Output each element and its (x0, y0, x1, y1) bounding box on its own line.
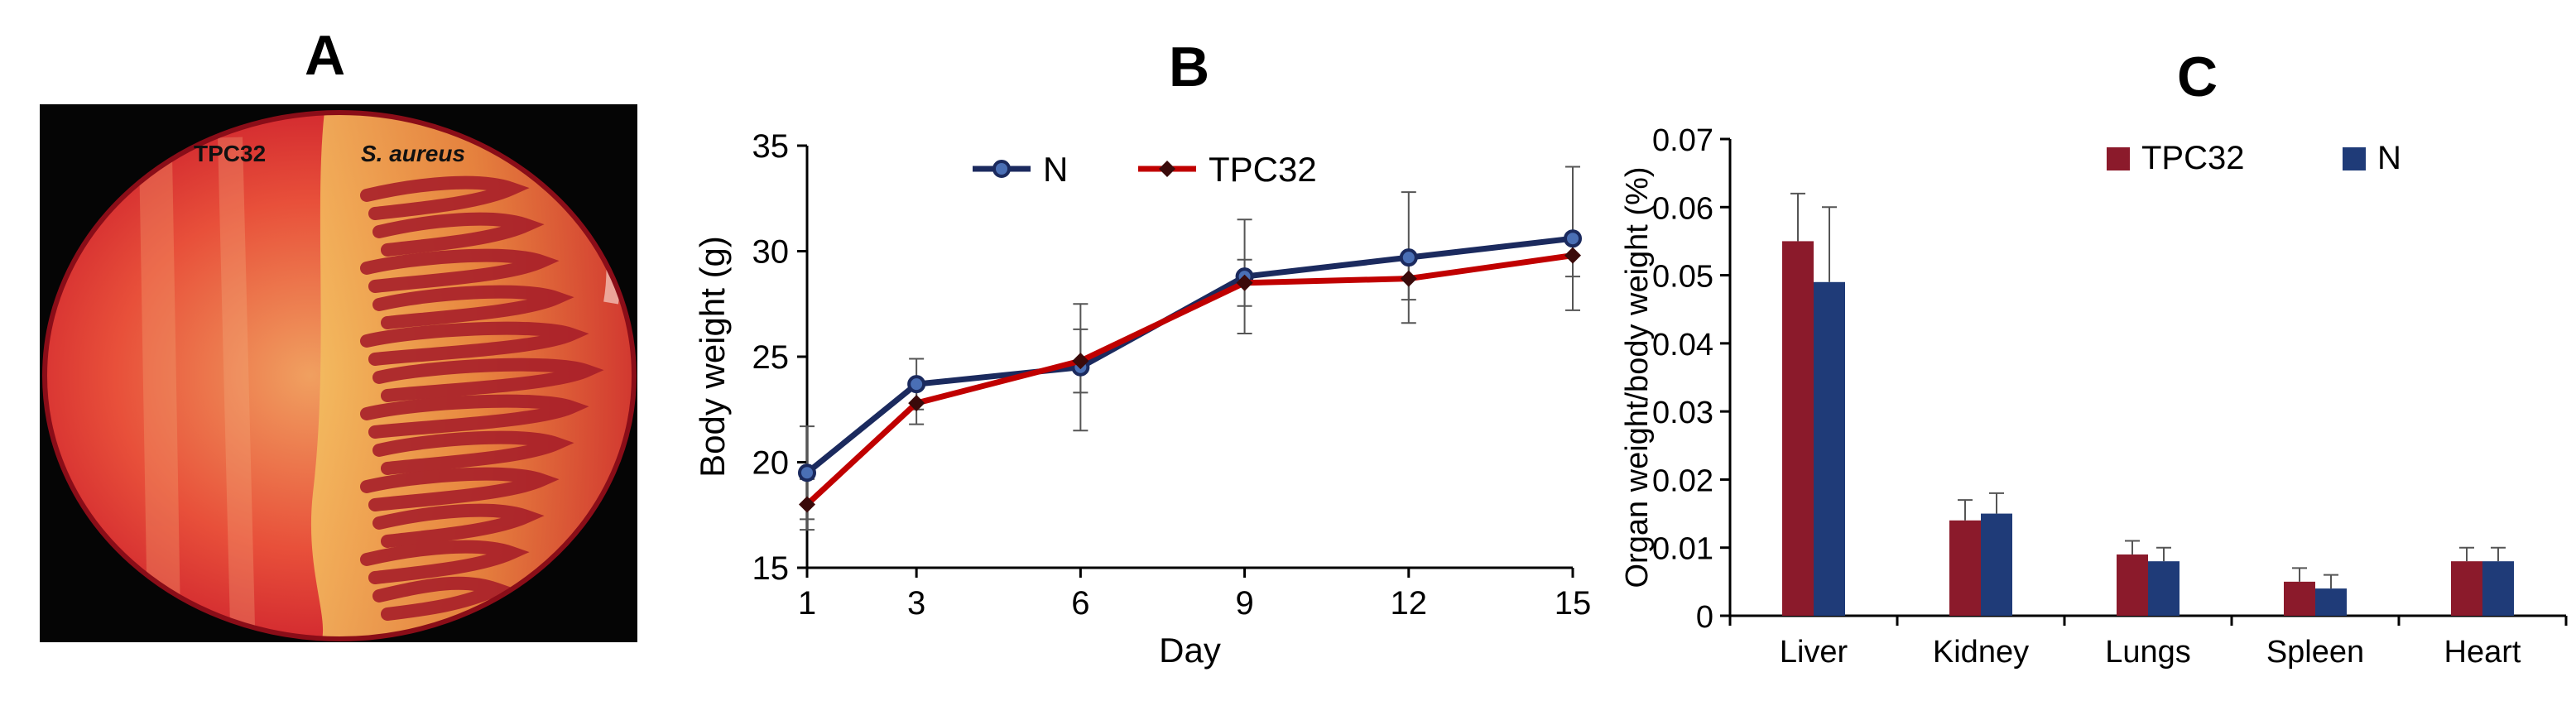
panel-letter-a: A (305, 24, 346, 87)
data-point-n (907, 375, 926, 394)
y-tick-label: 0 (1696, 600, 1713, 635)
y-tick-label: 20 (752, 445, 790, 482)
bar-n (2148, 561, 2180, 616)
panel-letter-c: C (2177, 46, 2218, 108)
y-tick-label: 0.06 (1652, 191, 1713, 226)
y-tick-label: 0.05 (1652, 260, 1713, 295)
x-tick-label: 12 (1391, 585, 1428, 622)
organ-weight-chart: 0 0.01 0.02 0.03 0.04 0.05 0.06 0.07 Liver Kidney… (1620, 123, 2568, 670)
data-point-tpc32 (1236, 274, 1253, 291)
y-tick-label: 0.03 (1652, 396, 1713, 430)
legend-label: N (1043, 150, 1068, 189)
category-label: Spleen (2266, 635, 2364, 670)
x-tick-label: 9 (1235, 585, 1253, 622)
data-point-n (1564, 229, 1582, 248)
data-point-tpc32 (1564, 247, 1581, 264)
data-point-tpc32 (799, 496, 815, 513)
legend-label: TPC32 (1209, 150, 1317, 189)
y-tick-label: 0.07 (1652, 123, 1713, 158)
legend-marker (1159, 161, 1175, 177)
y-axis-title: Organ weight/body weight (%) (1620, 166, 1655, 588)
y-tick-label: 35 (752, 128, 790, 165)
x-axis-title: Day (1159, 631, 1221, 670)
legend-swatch (2343, 147, 2366, 170)
legend-label: TPC32 (2141, 140, 2245, 176)
legend-swatch (2107, 147, 2130, 170)
category-label: Lungs (2105, 635, 2191, 670)
bar-n (1981, 513, 2012, 616)
data-point-tpc32 (908, 395, 925, 412)
legend: TPC32 N (2107, 140, 2401, 176)
series-line-tpc32 (805, 252, 1574, 507)
bar-tpc32 (2117, 554, 2148, 616)
x-tick-label: 15 (1555, 585, 1592, 622)
bar-tpc32 (2451, 561, 2482, 616)
plate-label-s-aureus: S. aureus (361, 141, 466, 166)
agar-plate-photo: TPC32 S. aureus (40, 104, 637, 642)
data-point-tpc32 (1400, 270, 1417, 287)
body-weight-chart: 15 20 25 30 35 1 3 6 9 12 15 Day Body weight (g) N TPC… (693, 128, 1592, 670)
agar-plate-illustration (42, 110, 637, 641)
bar-n (2482, 561, 2514, 616)
y-tick-label: 25 (752, 339, 790, 376)
y-tick-label: 0.01 (1652, 532, 1713, 567)
legend-label: N (2377, 140, 2401, 176)
panel-letter-b: B (1169, 36, 1210, 98)
y-tick-label: 0.02 (1652, 463, 1713, 498)
y-tick-label: 30 (752, 234, 790, 271)
y-tick-label: 0.04 (1652, 328, 1713, 363)
y-tick-label: 15 (752, 550, 790, 587)
y-axis-title: Body weight (g) (693, 236, 732, 478)
bar-n (1814, 281, 1845, 616)
x-tick-label: 3 (907, 585, 925, 622)
data-point-n (798, 463, 816, 483)
bar-tpc32 (1949, 520, 1981, 616)
x-tick-label: 6 (1071, 585, 1089, 622)
bar-tpc32 (1782, 241, 1814, 616)
legend: N TPC32 (973, 150, 1317, 189)
plate-label-tpc32: TPC32 (194, 141, 267, 166)
bar-n (2315, 588, 2347, 616)
data-point-n (1399, 248, 1418, 267)
data-point-tpc32 (1072, 353, 1089, 370)
category-label: Heart (2444, 635, 2521, 670)
legend-marker (992, 160, 1011, 178)
category-label: Kidney (1933, 635, 2029, 670)
x-tick-label: 1 (798, 585, 816, 622)
category-label: Liver (1780, 635, 1848, 670)
bar-tpc32 (2284, 581, 2315, 616)
